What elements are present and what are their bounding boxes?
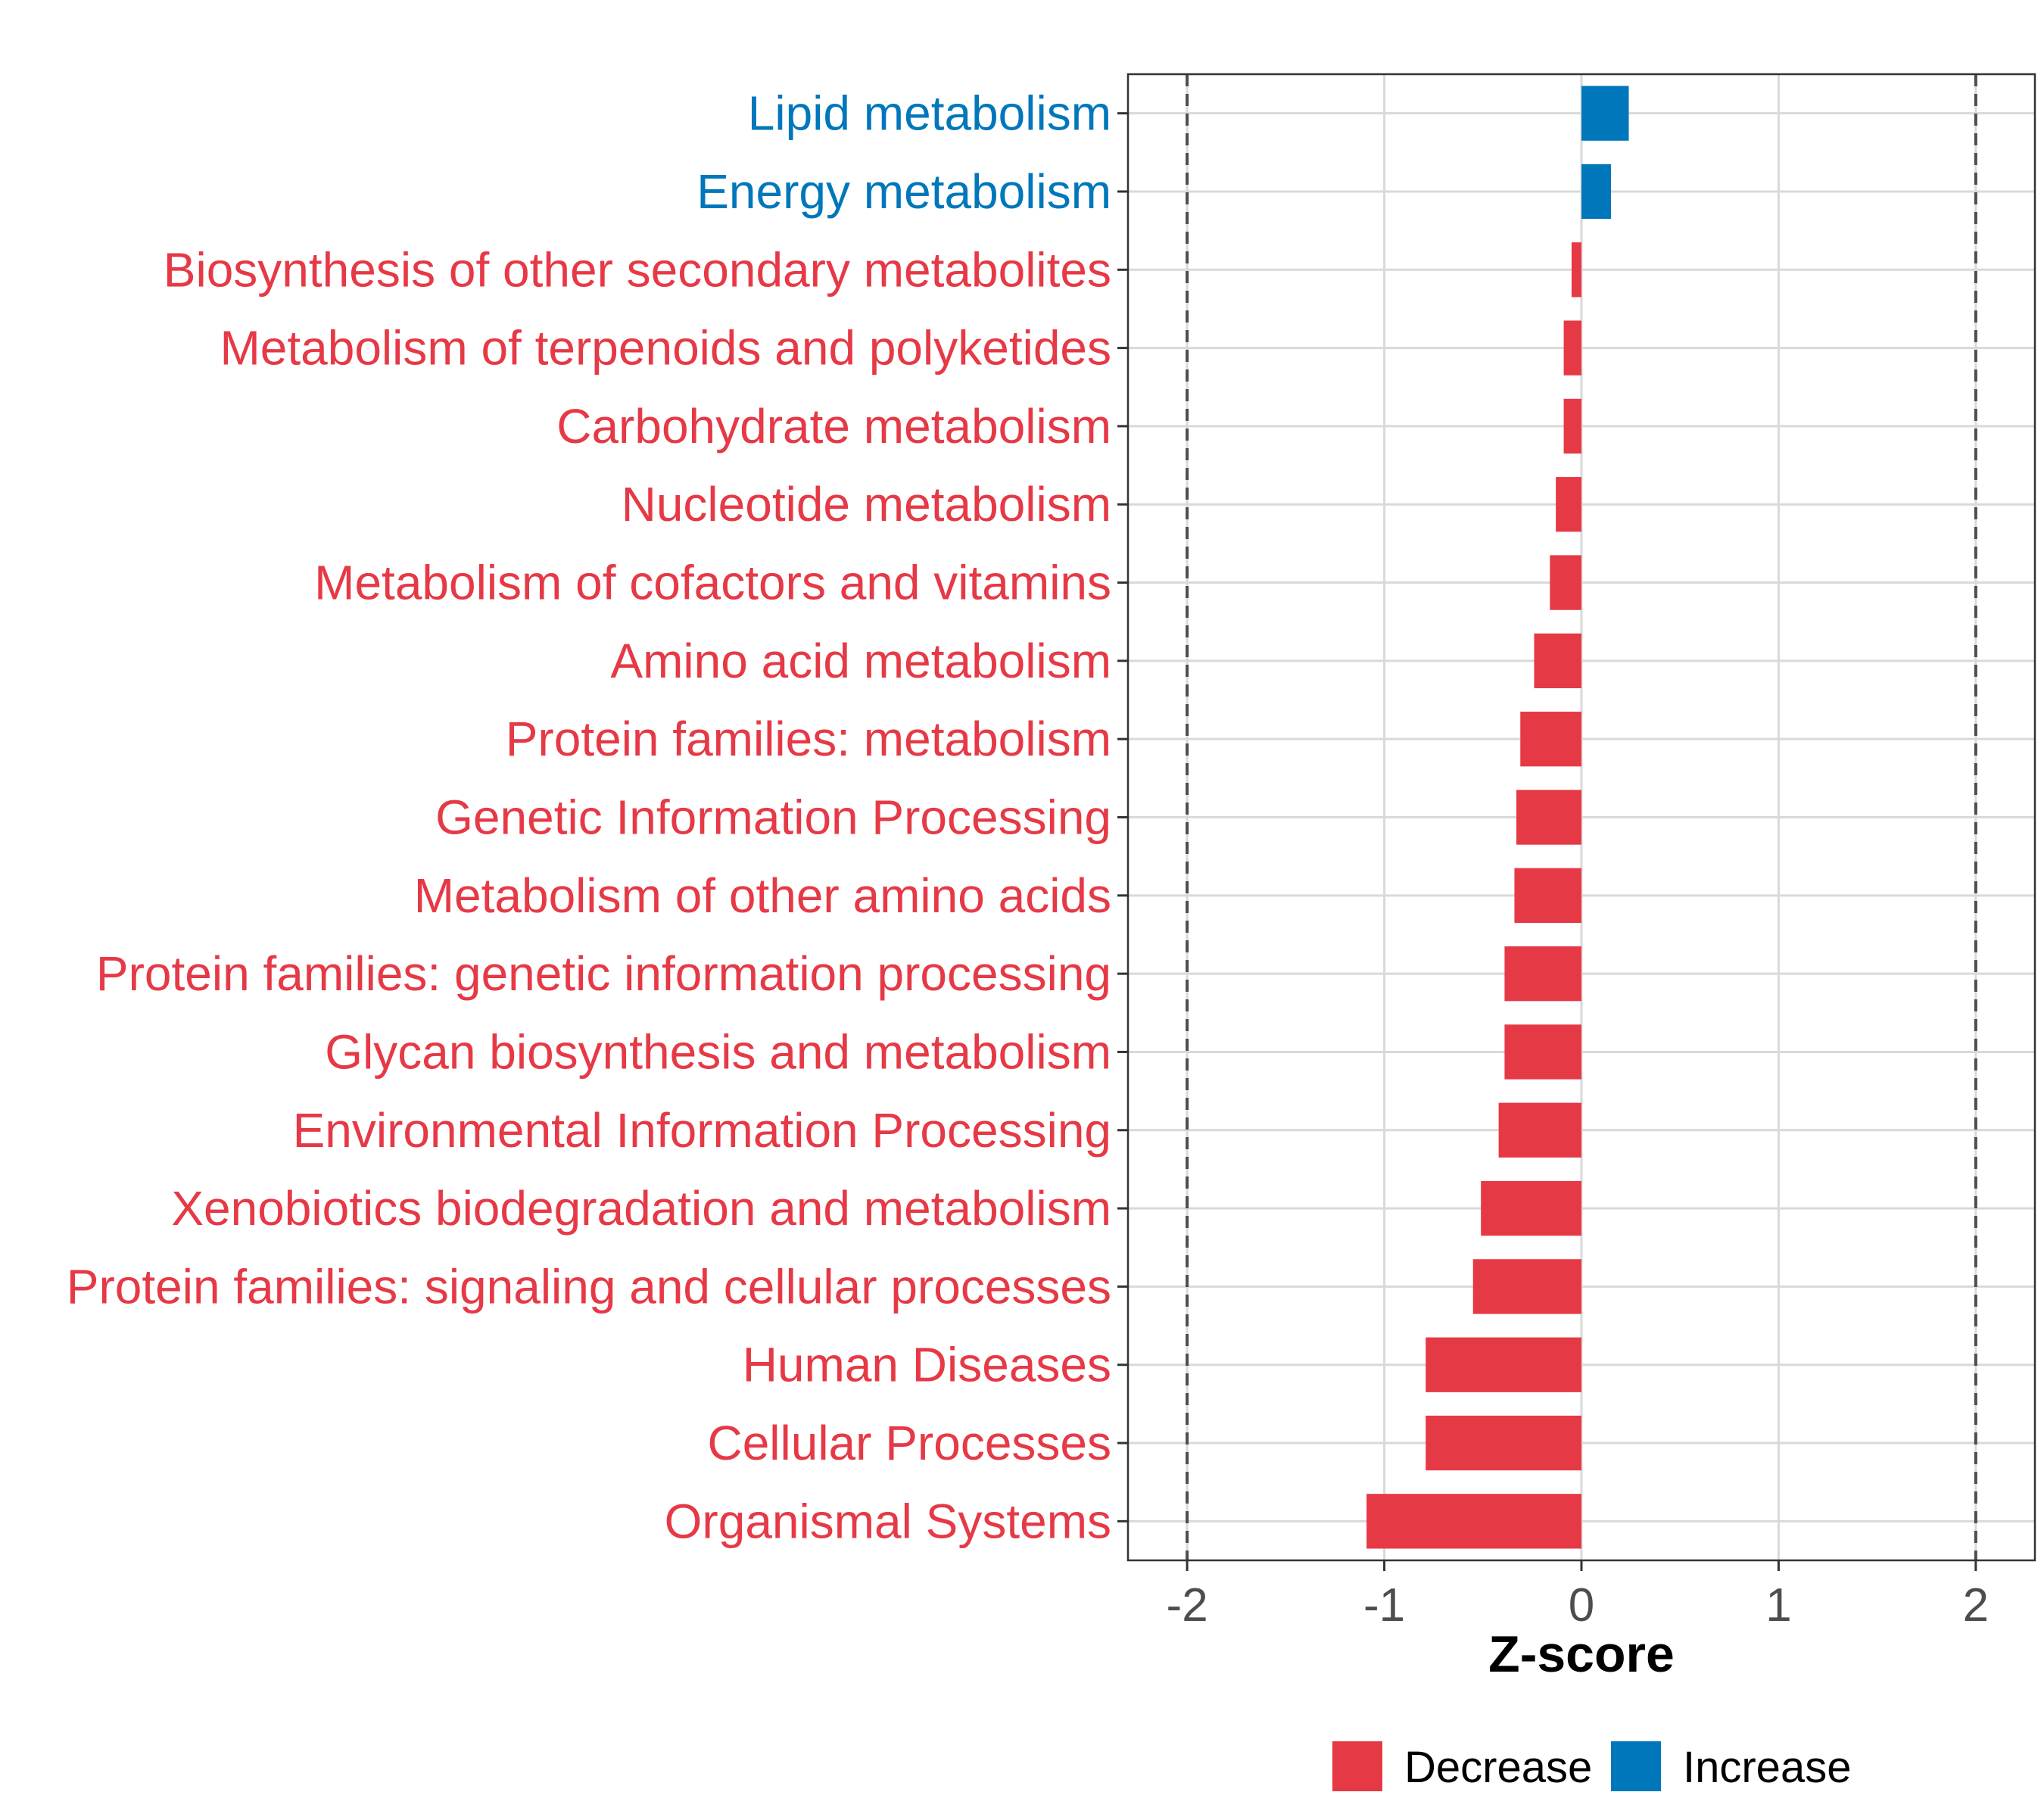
- x-tick-label: 0: [1569, 1579, 1594, 1632]
- x-axis-title: Z-score: [1488, 1625, 1675, 1683]
- category-label: Carbohydrate metabolism: [556, 399, 1111, 453]
- category-label: Energy metabolism: [696, 164, 1111, 219]
- bar: [1571, 242, 1581, 298]
- bar: [1581, 164, 1612, 220]
- category-label: Environmental Information Processing: [293, 1103, 1111, 1158]
- category-label: Human Diseases: [743, 1338, 1111, 1392]
- legend: Decrease Increase: [1332, 1741, 1851, 1792]
- bar: [1426, 1415, 1581, 1471]
- bar: [1520, 712, 1581, 767]
- bar: [1504, 1024, 1581, 1080]
- bar: [1366, 1494, 1581, 1549]
- bars: [1366, 86, 1629, 1549]
- category-label: Protein families: genetic information pr…: [96, 946, 1111, 1001]
- bar: [1563, 398, 1581, 454]
- category-label: Biosynthesis of other secondary metaboli…: [164, 242, 1111, 297]
- bar: [1534, 633, 1581, 689]
- category-label: Metabolism of terpenoids and polyketides: [220, 321, 1111, 376]
- bar: [1556, 477, 1581, 532]
- category-label: Genetic Information Processing: [435, 790, 1111, 845]
- x-tick-label: -1: [1363, 1579, 1405, 1632]
- bar: [1581, 86, 1629, 141]
- x-axis-ticks: -2 -1 0 1 2: [1167, 1560, 1989, 1632]
- bar: [1563, 320, 1581, 376]
- legend-label-decrease: Decrease: [1404, 1743, 1592, 1792]
- category-label: Glycan biosynthesis and metabolism: [325, 1024, 1111, 1079]
- y-axis-labels: Lipid metabolism Energy metabolism Biosynt…: [67, 86, 1111, 1549]
- reference-lines: [1186, 74, 1977, 1560]
- bar: [1472, 1259, 1581, 1314]
- bar: [1504, 946, 1581, 1002]
- category-label: Metabolism of other amino acids: [414, 868, 1111, 923]
- legend-label-increase: Increase: [1683, 1743, 1851, 1792]
- category-label: Protein families: signaling and cellular…: [67, 1259, 1111, 1314]
- x-tick-label: -2: [1167, 1579, 1208, 1632]
- category-label: Organismal Systems: [665, 1494, 1111, 1548]
- x-tick-label: 1: [1765, 1579, 1791, 1632]
- category-label: Lipid metabolism: [748, 86, 1111, 141]
- category-label: Xenobiotics biodegradation and metabolis…: [171, 1181, 1111, 1236]
- y-axis-ticks: [1117, 112, 1128, 1522]
- category-label: Protein families: metabolism: [506, 712, 1111, 766]
- category-label: Cellular Processes: [707, 1416, 1111, 1470]
- bar: [1481, 1180, 1581, 1236]
- legend-swatch-increase: [1611, 1741, 1661, 1791]
- bar: [1498, 1102, 1581, 1158]
- bar: [1516, 790, 1581, 845]
- legend-swatch-decrease: [1332, 1741, 1382, 1791]
- category-label: Nucleotide metabolism: [622, 477, 1111, 531]
- bar: [1514, 868, 1581, 923]
- category-label: Metabolism of cofactors and vitamins: [314, 556, 1111, 610]
- bar: [1550, 555, 1581, 610]
- bar: [1426, 1337, 1581, 1392]
- x-tick-label: 2: [1963, 1579, 1989, 1632]
- category-label: Amino acid metabolism: [610, 634, 1111, 688]
